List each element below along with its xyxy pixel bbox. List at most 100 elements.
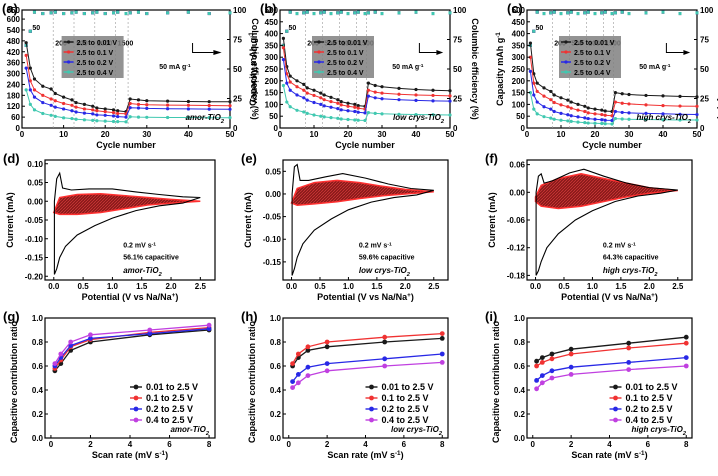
data-point xyxy=(542,115,546,119)
efficiency-marker xyxy=(95,10,99,14)
data-point xyxy=(74,110,78,114)
data-point xyxy=(329,95,333,99)
data-point xyxy=(312,100,316,105)
efficiency-marker xyxy=(532,29,536,33)
x-tick-label: 2.0 xyxy=(644,282,656,291)
data-point xyxy=(70,98,74,102)
x-tick-label: 10 xyxy=(310,130,319,139)
data-point xyxy=(28,66,32,70)
legend-marker xyxy=(369,395,374,401)
data-point xyxy=(534,363,539,369)
data-point xyxy=(228,100,232,104)
data-point xyxy=(285,100,289,104)
y-tick-label: 100 xyxy=(265,100,279,109)
efficiency-marker xyxy=(70,11,74,15)
y-tick-label: 60 xyxy=(11,113,20,122)
data-point xyxy=(186,107,190,111)
data-point xyxy=(24,41,28,45)
data-point xyxy=(145,106,149,110)
x-tick-label: 2.0 xyxy=(165,282,177,291)
y-tick-label: 420 xyxy=(7,48,21,57)
data-point xyxy=(305,373,311,378)
data-point xyxy=(627,92,631,97)
y-axis-label: Capacity mAh g-1 xyxy=(495,32,506,106)
y2-tick-label: 0 xyxy=(700,124,705,133)
data-point xyxy=(569,100,573,104)
efficiency-marker xyxy=(583,11,587,15)
y-tick-label: 650 xyxy=(7,6,21,15)
data-point xyxy=(91,108,95,112)
data-point xyxy=(613,100,618,104)
x-tick-label: 0 xyxy=(20,130,25,139)
y-axis-label: Current (mA) xyxy=(243,192,253,248)
data-point xyxy=(322,98,326,102)
data-point xyxy=(353,109,357,114)
data-point xyxy=(28,88,32,92)
data-point xyxy=(566,119,570,123)
x-tick-label: 2.5 xyxy=(195,282,207,291)
y-tick-label: 250 xyxy=(265,65,279,74)
data-point xyxy=(206,322,212,328)
data-point xyxy=(206,326,212,332)
data-point xyxy=(128,115,132,119)
y-tick-label: 300 xyxy=(512,53,526,62)
efficiency-marker xyxy=(32,10,36,14)
legend-marker xyxy=(564,40,568,44)
x-tick-label: 40 xyxy=(184,130,193,139)
data-point xyxy=(305,86,309,90)
x-tick-label: 10 xyxy=(557,130,566,139)
efficiency-marker xyxy=(322,10,326,14)
data-point xyxy=(568,364,574,370)
data-point xyxy=(695,95,699,99)
material-label: high crys-TiO2 xyxy=(636,113,691,125)
data-point xyxy=(124,115,128,119)
data-point xyxy=(644,111,648,115)
data-point xyxy=(373,111,377,115)
data-point xyxy=(302,96,306,100)
efficiency-marker xyxy=(373,10,377,14)
efficiency-marker xyxy=(366,11,370,15)
data-point xyxy=(103,113,107,117)
y-tick-label: -0.18 xyxy=(507,271,526,280)
data-point xyxy=(74,105,78,109)
y-tick-label: 250 xyxy=(512,65,526,74)
legend-box xyxy=(559,36,621,78)
data-point xyxy=(346,104,350,108)
data-point xyxy=(373,96,377,100)
y-tick-label: 240 xyxy=(7,80,21,89)
data-point xyxy=(124,120,128,124)
x-tick-label: 6 xyxy=(646,440,651,449)
data-point xyxy=(363,118,367,123)
efficiency-marker xyxy=(103,12,107,16)
panel-h: 0 2 4 6 8 0.0 0.2 0.4 0.6 0.8 1.0 Scan rate (mV s-1… xyxy=(241,309,449,460)
x-tick-label: 50 xyxy=(446,130,455,139)
data-point xyxy=(683,363,689,369)
rate-label: 50 xyxy=(536,25,544,32)
y-tick-label: 0.0 xyxy=(270,434,282,443)
rate-label: 50 mA g-1 xyxy=(159,63,191,72)
y2-tick-label: 50 xyxy=(700,65,709,74)
y-tick-label: -0.05 xyxy=(25,216,44,225)
legend-label: 2.5 to 0.1 V xyxy=(77,50,114,57)
data-point xyxy=(568,351,574,357)
x-axis-label: Cycle number xyxy=(582,140,642,150)
data-point xyxy=(88,332,93,338)
data-point xyxy=(281,57,285,62)
y-tick-label: -0.05 xyxy=(263,213,282,222)
data-point xyxy=(288,88,292,92)
data-point xyxy=(380,112,384,116)
data-point xyxy=(356,106,360,110)
data-point xyxy=(312,88,316,92)
data-point xyxy=(569,114,573,118)
x-axis-label: Cycle number xyxy=(96,140,156,150)
data-point xyxy=(559,103,563,107)
x-tick-label: 0.5 xyxy=(314,282,326,291)
data-point xyxy=(136,98,141,102)
data-point xyxy=(528,41,533,45)
data-point xyxy=(207,107,211,111)
data-point xyxy=(302,82,306,86)
y2-tick-label: 50 xyxy=(453,65,462,74)
x-tick-label: 4 xyxy=(607,440,612,449)
legend-marker xyxy=(317,60,321,64)
